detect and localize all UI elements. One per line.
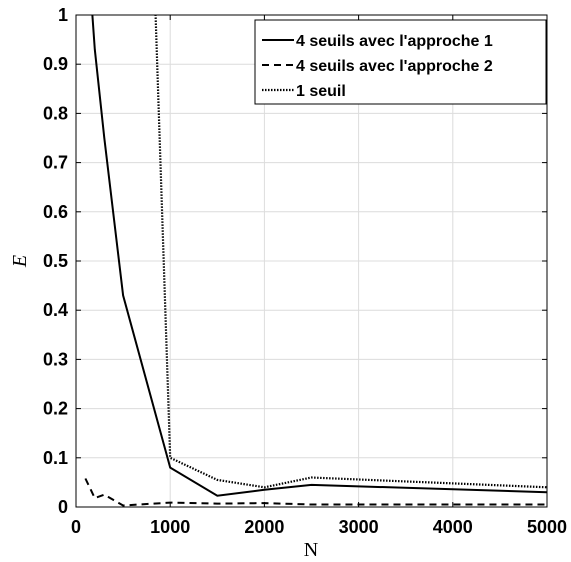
axis-ticks: 0 1000 2000 3000 4000 5000 0 0.1 0.2 0.3 0.4 0.5 0.6… (43, 5, 567, 537)
x-tick-label: 2000 (244, 517, 284, 537)
x-tick-label: 3000 (339, 517, 379, 537)
y-tick-label: 0.3 (43, 349, 68, 369)
y-tick-label: 0.8 (43, 103, 68, 123)
y-tick-label: 0 (58, 497, 68, 517)
x-tick-label: 4000 (433, 517, 473, 537)
x-tick-label: 5000 (527, 517, 567, 537)
legend-box (254, 19, 547, 105)
y-tick-label: 1 (58, 5, 68, 25)
legend-label-1: 4 seuils avec l'approche 1 (296, 33, 493, 50)
x-tick-label: 1000 (150, 517, 190, 537)
legend-label-3: 1 seuil (296, 83, 346, 100)
y-tick-label: 0.7 (43, 153, 68, 173)
x-axis-title: N (304, 539, 318, 561)
x-tick-label: 0 (71, 517, 81, 537)
y-tick-label: 0.6 (43, 202, 68, 222)
y-tick-label: 0.5 (43, 251, 68, 271)
y-tick-label: 0.1 (43, 448, 68, 468)
y-tick-label: 0.9 (43, 54, 68, 74)
y-tick-label: 0.4 (43, 300, 68, 320)
y-tick-label: 0.2 (43, 399, 68, 419)
series-line-1 (91, 15, 547, 497)
legend-label-2: 4 seuils avec l'approche 2 (296, 58, 493, 75)
legend: 4 seuils avec l'approche 1 4 seuils avec … (254, 19, 547, 105)
series-line-3 (154, 15, 547, 489)
y-axis-title: E (9, 255, 31, 268)
